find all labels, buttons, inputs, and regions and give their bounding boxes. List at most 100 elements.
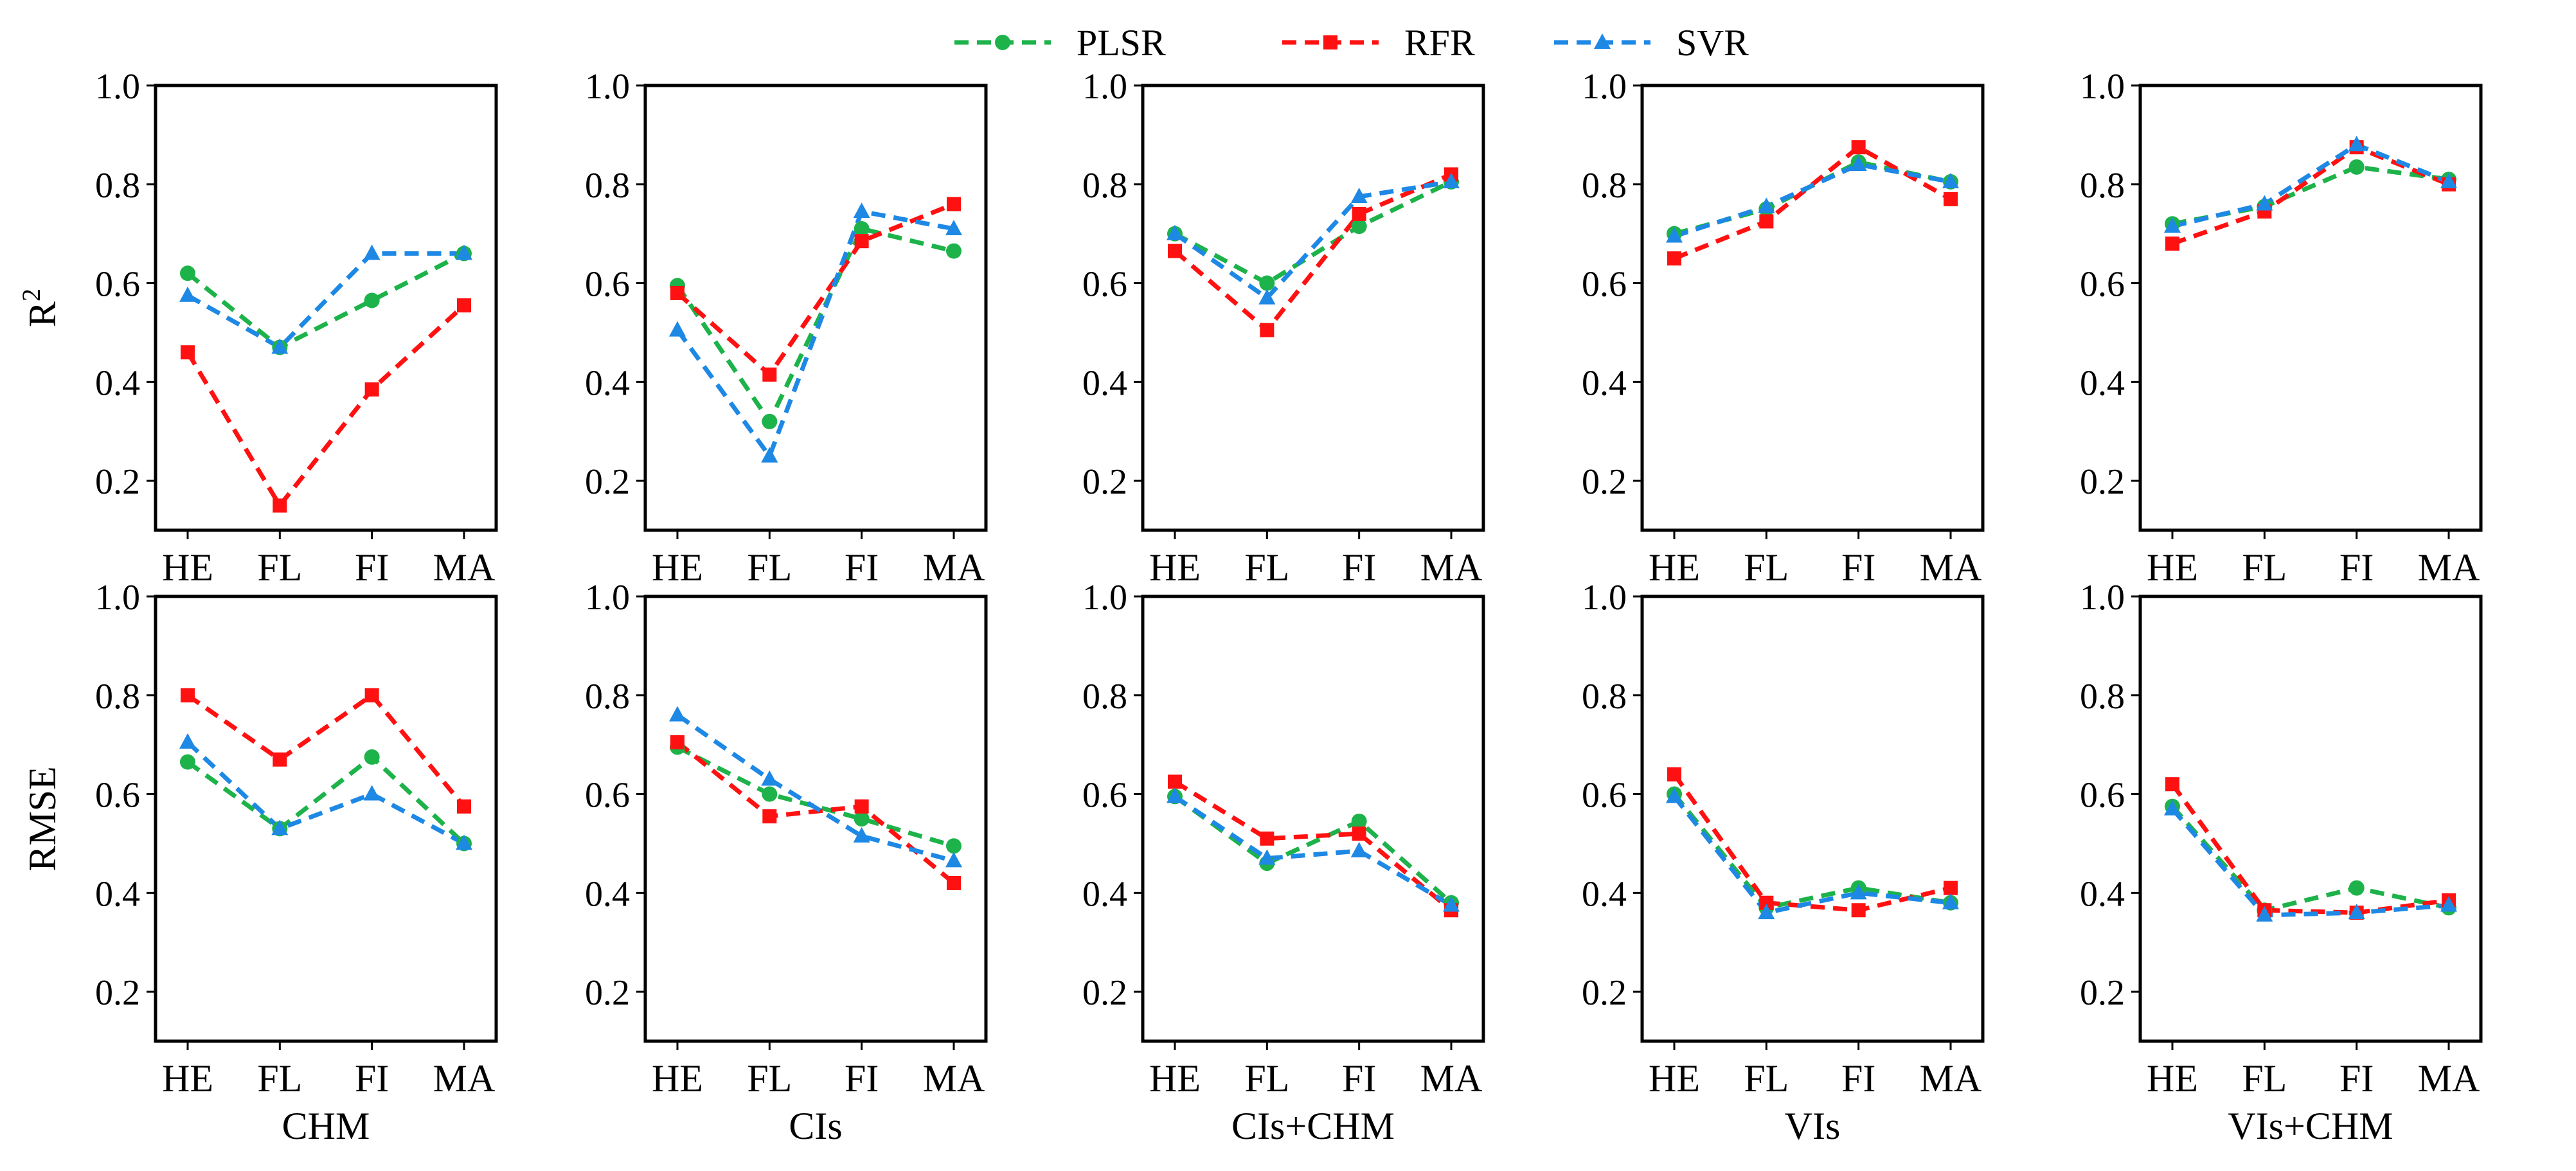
x-axis-label: CHM (282, 1105, 370, 1147)
data-point-rfr (181, 345, 195, 360)
x-axis-label: CIs (789, 1105, 842, 1147)
data-point-rfr (854, 234, 869, 249)
data-point-rfr (181, 688, 195, 702)
y-tick-label: 1.0 (2080, 67, 2125, 107)
y-tick-label: 0.2 (1082, 462, 1127, 502)
series-line-rfr (186, 303, 466, 510)
x-tick-label: FL (747, 546, 792, 589)
data-point-svr (1350, 188, 1368, 203)
plot-frame (2138, 594, 2483, 1043)
series-line-rfr (1673, 144, 1952, 261)
x-tick-label: MA (923, 1057, 985, 1100)
x-tick-label: FI (1841, 546, 1875, 589)
data-point-svr (853, 827, 870, 843)
data-point-svr (1350, 841, 1368, 857)
x-tick-label: FI (355, 1057, 389, 1100)
y-tick-label: 0.4 (585, 874, 630, 914)
series-line-svr (1174, 794, 1453, 907)
y-tick-label: 1.0 (1082, 578, 1127, 618)
y-tick-label: 0.6 (1582, 776, 1627, 816)
y-tick-label: 1.0 (1582, 67, 1627, 107)
x-tick-label: HE (1149, 1057, 1201, 1100)
data-point-rfr (1667, 767, 1681, 782)
data-point-svr (1850, 884, 1867, 900)
series-line-svr (675, 713, 954, 863)
y-tick-label: 1.0 (2080, 578, 2125, 618)
x-tick-label: FL (2242, 1057, 2287, 1100)
legend-marker-triangle (1594, 33, 1611, 49)
data-point-svr (2256, 195, 2273, 211)
series-line-plsr (676, 745, 954, 848)
panel-r2-vis: 0.2 0.4 0.6 0.8 1.0 HE FL FI MA (1582, 67, 1985, 589)
y-tick-label: 0.4 (1082, 363, 1127, 403)
legend-marker-circle (995, 35, 1010, 50)
x-tick-label: MA (923, 546, 985, 589)
series-line-plsr (1672, 792, 1951, 911)
series-line-rfr (675, 202, 955, 379)
plot-frame (154, 594, 498, 1043)
data-point-plsr (1259, 275, 1275, 291)
data-point-rfr (364, 688, 379, 702)
y-tick-label: 0.8 (585, 677, 630, 717)
series-line-svr (186, 251, 464, 350)
panel-r2-cis: 0.2 0.4 0.6 0.8 1.0 HE FL FI MA (585, 67, 988, 589)
data-point-svr (271, 338, 289, 354)
x-tick-label: FI (1841, 1057, 1875, 1100)
data-point-plsr (2348, 159, 2365, 175)
data-point-svr (271, 819, 289, 836)
y-tick-label: 0.8 (1582, 166, 1627, 206)
data-point-plsr (762, 786, 778, 802)
legend-label: PLSR (1077, 22, 1166, 64)
data-point-plsr (1351, 219, 1367, 235)
x-tick-label: HE (162, 1057, 213, 1100)
plot-frame (643, 84, 988, 532)
y-tick-label: 0.2 (585, 973, 630, 1013)
data-point-rfr (2165, 777, 2179, 792)
x-tick-label: MA (1920, 1057, 1982, 1100)
y-tick-label: 0.6 (1582, 265, 1627, 305)
data-point-svr (1942, 893, 1959, 909)
series-line-rfr (1672, 773, 1951, 913)
data-point-svr (1443, 172, 1460, 188)
y-tick-label: 0.2 (585, 462, 630, 502)
y-tick-label: 0.8 (1082, 677, 1127, 717)
x-tick-label: HE (162, 546, 213, 589)
data-point-svr (2348, 904, 2365, 920)
data-point-svr (1758, 197, 1775, 213)
data-point-svr (179, 286, 196, 302)
data-point-svr (1758, 904, 1775, 920)
legend-entry-rfr: RFR (1282, 22, 1475, 64)
data-point-rfr (762, 367, 777, 382)
series-line-plsr (186, 754, 466, 845)
x-tick-label: MA (433, 546, 496, 589)
y-tick-label: 0.2 (2080, 462, 2125, 502)
data-point-rfr (1759, 214, 1774, 229)
plot-frame (1640, 84, 1985, 532)
y-tick-label: 0.6 (2080, 776, 2125, 816)
y-tick-label: 0.8 (2080, 166, 2125, 206)
data-point-svr (1258, 849, 1276, 865)
y-tick-label: 0.6 (1082, 776, 1127, 816)
panel-rmse-cis: 0.2 0.4 0.6 0.8 1.0 HE FL FI MA CIs (585, 578, 988, 1147)
y-tick-label: 0.4 (1582, 874, 1627, 914)
data-point-plsr (180, 265, 195, 282)
data-point-svr (2348, 136, 2365, 152)
data-point-rfr (273, 498, 287, 513)
y-tick-label: 0.4 (2080, 363, 2125, 403)
series-line-svr (2172, 142, 2450, 229)
y-tick-label: 0.4 (95, 874, 140, 914)
y-tick-label: 1.0 (95, 578, 140, 618)
legend-label: SVR (1676, 22, 1749, 64)
x-tick-label: FI (845, 1057, 879, 1100)
legend-entry-svr: SVR (1554, 22, 1749, 64)
data-point-plsr (946, 243, 962, 259)
x-tick-label: HE (652, 1057, 703, 1100)
y-tick-label: 0.8 (95, 677, 140, 717)
x-tick-label: MA (1420, 546, 1483, 589)
y-axis-label: R2 (17, 289, 64, 327)
data-point-svr (1167, 224, 1183, 240)
data-point-plsr (762, 413, 778, 429)
y-tick-label: 0.2 (1582, 973, 1627, 1013)
data-point-svr (1666, 227, 1683, 243)
series-line-plsr (186, 251, 465, 350)
